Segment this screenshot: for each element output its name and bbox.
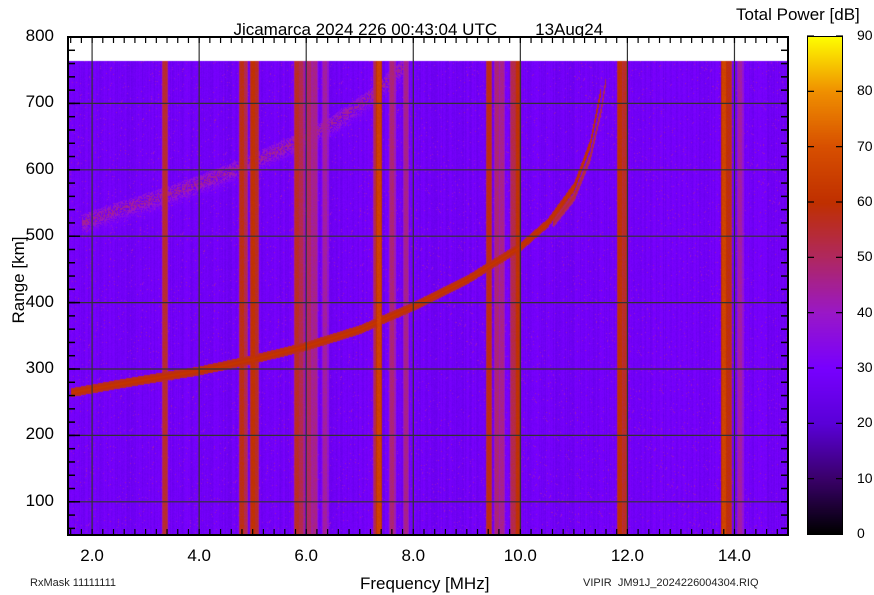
colorbar-title: Total Power [dB] xyxy=(736,5,860,24)
x-tick-label: 2.0 xyxy=(80,546,104,565)
colorbar-tick-label: 80 xyxy=(857,82,873,99)
y-tick-label: 100 xyxy=(25,490,54,510)
y-tick-label: 400 xyxy=(25,291,54,311)
x-tick-label: 8.0 xyxy=(401,546,426,565)
colorbar-tick-label: 90 xyxy=(857,27,873,43)
y-tick-label: 800 xyxy=(25,26,54,45)
colorbar xyxy=(807,35,843,535)
colorbar-border xyxy=(807,36,843,535)
colorbar-tick-label: 40 xyxy=(857,303,873,320)
x-tick-label: 4.0 xyxy=(187,546,211,565)
colorbar-tick-label: 60 xyxy=(857,193,873,209)
plot-frame xyxy=(67,36,789,536)
x-tick-label: 14.0 xyxy=(717,546,751,565)
plot-axes-grid xyxy=(67,36,789,536)
y-tick-label: 600 xyxy=(25,158,54,178)
y-axis-label: Range [km] xyxy=(9,236,28,324)
x-tick-label: 12.0 xyxy=(610,546,644,565)
y-tick-label: 200 xyxy=(25,424,54,444)
title-date: 13Aug24 xyxy=(535,20,604,39)
colorbar-tick-label: 20 xyxy=(857,414,873,431)
colorbar-tick-label: 0 xyxy=(857,525,865,541)
y-tick-label: 300 xyxy=(25,358,54,377)
colorbar-frame xyxy=(807,35,843,535)
ionogram-plot xyxy=(67,36,789,536)
colorbar-tick-label: 70 xyxy=(857,137,873,154)
colorbar-gradient xyxy=(807,36,843,535)
ionogram-heatmap xyxy=(68,37,788,535)
y-tick-label: 700 xyxy=(25,92,54,112)
colorbar-tick-label: 30 xyxy=(857,359,873,375)
rxmask-label: RxMask 11111111 xyxy=(30,577,117,589)
x-axis-label: Frequency [MHz] xyxy=(360,574,490,593)
y-tick-label: 500 xyxy=(25,225,54,245)
x-tick-label: 10.0 xyxy=(503,546,537,565)
colorbar-tick-label: 50 xyxy=(857,248,873,265)
chart-title: Jicamarca 2024 226 00:43:04 UTC 13Aug24 xyxy=(224,0,603,40)
file-label: VIPIR JM91J_2024226004304.RIQ xyxy=(583,577,759,589)
x-tick-label: 6.0 xyxy=(294,546,319,565)
title-text: Jicamarca 2024 226 00:43:04 UTC xyxy=(233,20,498,39)
colorbar-tick-label: 10 xyxy=(857,469,873,486)
